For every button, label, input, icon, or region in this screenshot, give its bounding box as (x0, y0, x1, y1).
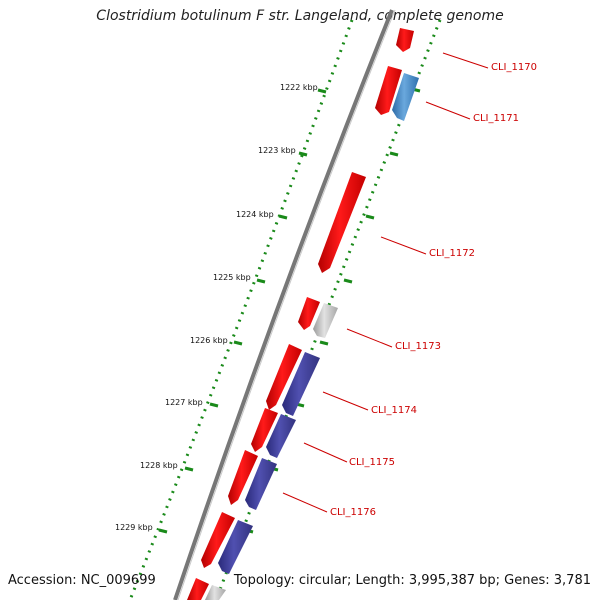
gene-feature-cli-1174[interactable] (282, 352, 320, 416)
kbp-labels: 1222 kbp 1223 kbp 1224 kbp 1225 kbp 1226… (115, 83, 318, 532)
gene-feature-cli-1175-fwd[interactable] (251, 408, 278, 452)
gene-feature-purple-extra[interactable] (218, 520, 253, 574)
reverse-features (205, 73, 419, 600)
gene-feature-cli-1172[interactable] (318, 172, 366, 273)
gene-feature-extra-2[interactable] (187, 578, 209, 600)
gene-feature-cli-1174-fwd[interactable] (266, 344, 302, 410)
gene-label-cli-1175[interactable]: CLI_1175 (349, 457, 395, 468)
tick-label-1227: 1227 kbp (165, 398, 203, 407)
gene-feature-cli-1176-fwd[interactable] (228, 450, 258, 505)
gene-feature-gray-1[interactable] (313, 303, 338, 338)
gene-label-cli-1171[interactable]: CLI_1171 (473, 113, 519, 124)
gene-feature-cli-1175[interactable] (266, 414, 296, 458)
gene-labels: CLI_1170 CLI_1171 CLI_1172 CLI_1173 CLI_… (330, 62, 537, 518)
tick-label-1224: 1224 kbp (236, 210, 274, 219)
gene-feature-gray-2[interactable] (205, 585, 226, 600)
tick-label-1226: 1226 kbp (190, 336, 228, 345)
gene-label-cli-1170[interactable]: CLI_1170 (491, 62, 537, 73)
tick-marks (158, 88, 327, 534)
gene-feature-cli-1171[interactable] (392, 73, 419, 121)
forward-features (187, 28, 414, 600)
gene-feature-cli-1176[interactable] (245, 458, 277, 510)
outer-dotted-track (128, 19, 354, 600)
gene-feature-extra-1[interactable] (201, 512, 235, 568)
genome-backbone (173, 9, 394, 600)
map-title: Clostridium botulinum F str. Langeland, … (96, 8, 504, 24)
gene-label-cli-1173[interactable]: CLI_1173 (395, 341, 441, 352)
gene-label-cli-1172[interactable]: CLI_1172 (429, 248, 475, 259)
genome-backbone-highlight (177, 9, 396, 600)
tick-label-1222: 1222 kbp (280, 83, 318, 92)
gene-feature-cli-1170[interactable] (396, 28, 414, 52)
gene-feature-cli-1171-fwd[interactable] (375, 66, 402, 115)
tick-label-1223: 1223 kbp (258, 146, 296, 155)
leader-lines (282, 52, 489, 513)
gene-label-cli-1174[interactable]: CLI_1174 (371, 405, 417, 416)
genome-summary-text: Topology: circular; Length: 3,995,387 bp… (233, 573, 591, 588)
tick-label-1229: 1229 kbp (115, 523, 153, 532)
tick-label-1225: 1225 kbp (213, 273, 251, 282)
gene-feature-cli-1173-fwd[interactable] (298, 297, 320, 330)
tick-label-1228: 1228 kbp (140, 461, 178, 470)
gene-label-cli-1176[interactable]: CLI_1176 (330, 507, 376, 518)
accession-text: Accession: NC_009699 (8, 573, 156, 588)
